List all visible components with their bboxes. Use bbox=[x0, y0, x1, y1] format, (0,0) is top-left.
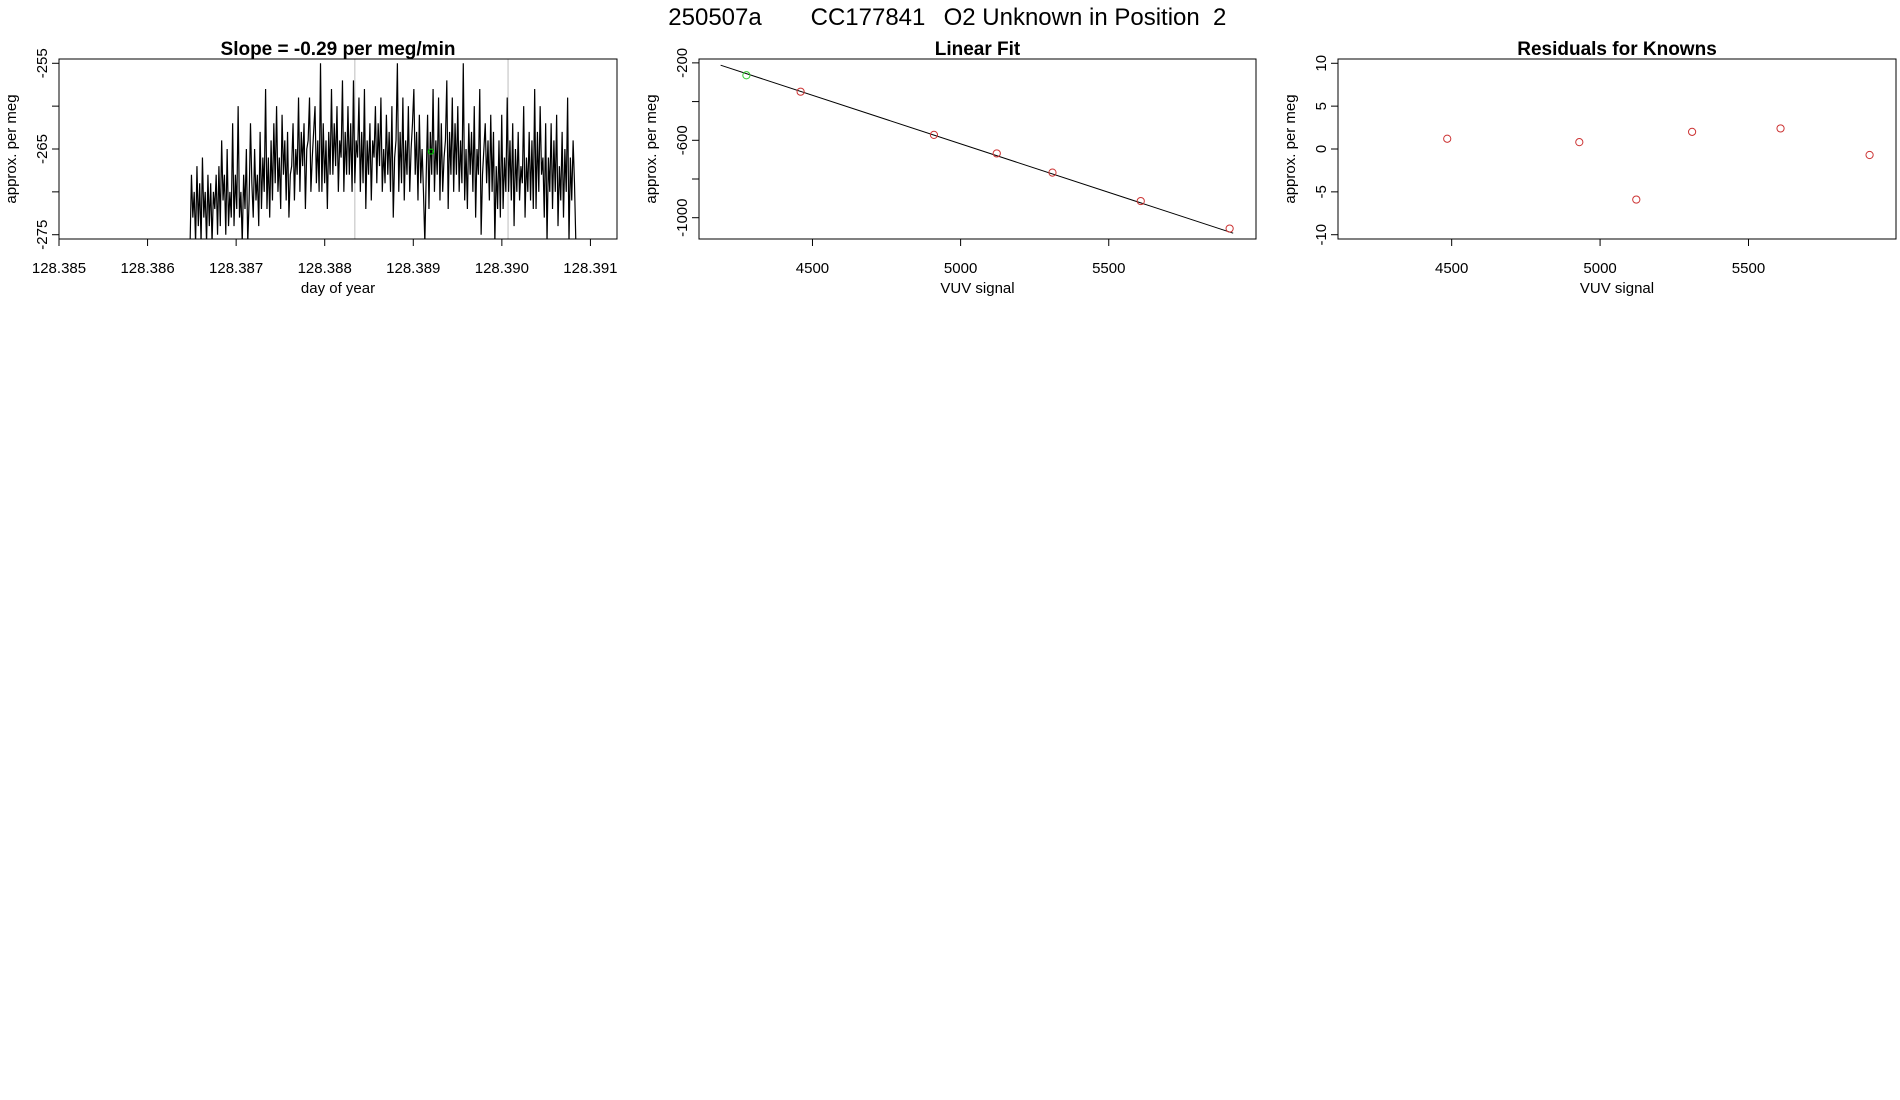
y-axis-label: approx. per meg bbox=[3, 94, 20, 203]
y-tick-label: -5 bbox=[1313, 185, 1330, 198]
x-tick-label: 5500 bbox=[1732, 260, 1765, 277]
data-point bbox=[1136, 196, 1145, 206]
series-line bbox=[189, 63, 577, 239]
data-point bbox=[796, 87, 805, 96]
x-axis-label: VUV signal bbox=[940, 280, 1014, 297]
unknown-position-label: O2 Unknown in Position 2 bbox=[944, 4, 1227, 31]
data-point bbox=[1048, 168, 1057, 177]
y-tick-label: -275 bbox=[34, 220, 51, 250]
x-tick-label: 128.386 bbox=[120, 260, 174, 277]
x-tick-label: 128.391 bbox=[563, 260, 617, 277]
x-tick-label: 4500 bbox=[796, 260, 829, 277]
y-tick-label: -265 bbox=[34, 134, 51, 164]
fit-line bbox=[720, 64, 1234, 234]
x-axis-label: day of year bbox=[301, 280, 375, 297]
x-tick-label: 4500 bbox=[1435, 260, 1468, 277]
y-tick-label: 10 bbox=[1313, 55, 1330, 72]
run-id-label: 250507a bbox=[668, 4, 762, 31]
cylinder-id-label: CC177841 bbox=[811, 4, 926, 31]
y-tick-label: -255 bbox=[34, 48, 51, 78]
x-tick-label: 5500 bbox=[1092, 260, 1125, 277]
y-tick-label: -600 bbox=[674, 125, 691, 155]
data-point bbox=[1687, 127, 1697, 136]
x-tick-label: 128.390 bbox=[475, 260, 529, 277]
data-point bbox=[992, 149, 1001, 158]
data-point bbox=[1575, 138, 1584, 147]
x-tick-label: 128.388 bbox=[298, 260, 352, 277]
x-tick-label: 128.387 bbox=[209, 260, 263, 277]
plot-data-group bbox=[1443, 124, 1874, 204]
plot-data-group bbox=[189, 63, 577, 239]
chart-title: Linear Fit bbox=[935, 39, 1021, 60]
chart-title: Slope = -0.29 per meg/min bbox=[221, 39, 456, 60]
residuals-panel: Residuals for Knowns 4500 5000 5500 10 5 0 -5 -1… bbox=[1282, 39, 1897, 297]
y-axis-label: approx. per meg bbox=[1282, 94, 1299, 203]
data-point bbox=[1776, 124, 1785, 133]
data-point bbox=[1632, 195, 1641, 204]
x-tick-label: 5000 bbox=[1583, 260, 1616, 277]
x-tick-label: 128.385 bbox=[32, 260, 86, 277]
x-axis-label: VUV signal bbox=[1580, 280, 1654, 297]
plot-frame bbox=[698, 58, 1257, 240]
data-point bbox=[742, 71, 751, 80]
data-point bbox=[1865, 150, 1874, 160]
plot-frame bbox=[1337, 58, 1897, 240]
y-tick-label: 5 bbox=[1313, 102, 1330, 110]
highlight-point bbox=[427, 148, 435, 155]
data-point bbox=[1443, 134, 1452, 143]
y-tick-label: -10 bbox=[1313, 224, 1330, 246]
data-point bbox=[1225, 224, 1234, 233]
plot-data-group bbox=[720, 64, 1234, 234]
y-tick-label: 0 bbox=[1313, 145, 1330, 153]
linear-fit-panel: Linear Fit 4500 5000 5500 -200 -600 -1000 VUV s… bbox=[643, 39, 1257, 297]
chart-title: Residuals for Knowns bbox=[1517, 39, 1717, 60]
time-series-panel: Slope = -0.29 per meg/min 128.385 128.386 1… bbox=[3, 39, 618, 297]
y-axis-label: approx. per meg bbox=[643, 94, 660, 203]
x-tick-label: 128.389 bbox=[386, 260, 440, 277]
x-tick-label: 5000 bbox=[944, 260, 977, 277]
data-point bbox=[929, 130, 939, 139]
y-tick-label: -200 bbox=[674, 48, 691, 78]
y-tick-label: -1000 bbox=[674, 199, 691, 237]
